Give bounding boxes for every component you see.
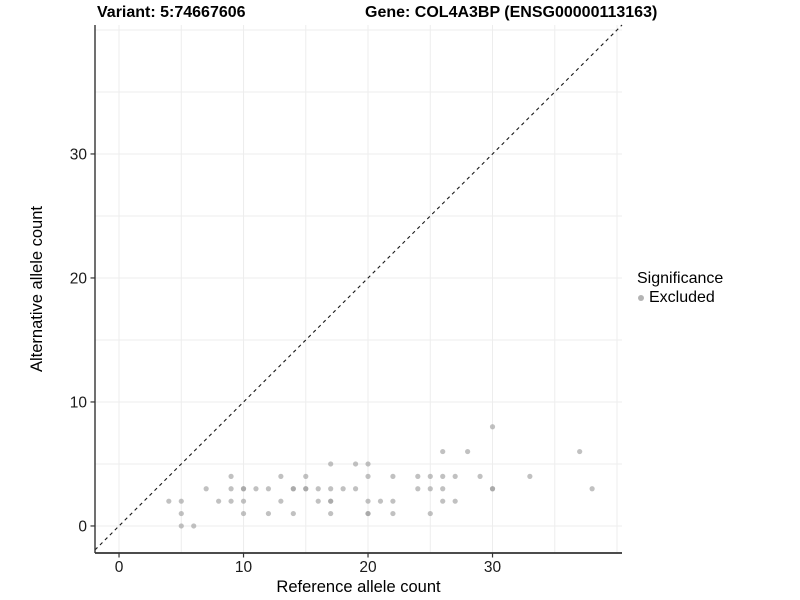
legend-item-label: Excluded	[649, 289, 715, 306]
data-point	[290, 510, 296, 517]
data-point	[265, 486, 272, 492]
data-point	[440, 486, 446, 492]
data-point	[328, 510, 334, 517]
data-point	[328, 461, 334, 467]
data-point	[216, 498, 222, 504]
data-point	[178, 510, 184, 517]
plot-title-gene: Gene: COL4A3BP (ENSG00000113163)	[365, 4, 658, 21]
data-point	[228, 473, 234, 479]
data-point	[240, 510, 247, 517]
data-point	[166, 498, 172, 504]
data-point	[452, 498, 458, 504]
data-point	[489, 486, 496, 492]
x-tick-label: 20	[359, 559, 377, 576]
data-point	[589, 486, 595, 492]
x-tick-label: 30	[484, 559, 502, 576]
data-point	[328, 498, 334, 504]
axes	[94, 25, 622, 554]
legend-title: Significance	[637, 270, 724, 287]
data-point	[240, 498, 247, 504]
ticks: 0 10 20 30 0 10 20 30	[70, 146, 502, 576]
data-point	[527, 473, 533, 479]
data-point	[228, 498, 234, 504]
data-point	[315, 486, 321, 492]
data-point	[489, 424, 496, 430]
data-point	[290, 486, 296, 492]
y-axis-title-wrap: Alternative allele count	[28, 139, 48, 439]
data-point	[452, 473, 458, 479]
data-point	[477, 473, 483, 479]
data-point	[427, 486, 433, 492]
points	[166, 424, 595, 529]
data-point	[278, 473, 284, 479]
y-tick-label: 0	[78, 518, 87, 535]
data-point	[278, 498, 284, 504]
data-point	[390, 473, 396, 479]
x-tick-label: 0	[115, 559, 124, 576]
legend-point-swatch	[638, 294, 644, 301]
data-point	[427, 473, 433, 479]
data-point	[427, 510, 433, 517]
data-point	[390, 498, 396, 504]
identity-dashed-line	[94, 24, 623, 551]
data-point	[440, 498, 446, 504]
y-axis-title: Alternative allele count	[28, 206, 46, 373]
data-point	[315, 498, 321, 504]
legend-item-excluded: Excluded	[637, 288, 723, 307]
data-point	[178, 498, 184, 504]
data-point	[465, 448, 471, 455]
x-axis-title: Reference allele count	[276, 578, 441, 596]
data-point	[228, 486, 234, 492]
data-point	[365, 510, 371, 517]
data-point	[577, 448, 583, 455]
data-point	[203, 486, 209, 492]
data-point	[415, 486, 421, 492]
identity-line	[94, 24, 623, 551]
data-point	[240, 486, 247, 492]
data-point	[365, 498, 371, 504]
x-tick-label: 10	[235, 559, 253, 576]
data-point	[365, 473, 371, 479]
data-point	[303, 473, 309, 479]
data-point	[390, 510, 396, 517]
y-tick-label: 20	[70, 270, 88, 287]
data-point	[178, 523, 184, 529]
data-point	[253, 486, 259, 492]
data-point	[377, 498, 384, 504]
data-point	[352, 486, 359, 492]
data-point	[440, 448, 446, 455]
y-tick-label: 10	[70, 394, 88, 411]
plot-title-variant: Variant: 5:74667606	[97, 4, 246, 21]
data-point	[365, 461, 371, 467]
data-point	[303, 486, 309, 492]
gridlines	[95, 25, 622, 553]
data-point	[328, 486, 334, 492]
data-point	[265, 510, 272, 517]
data-point	[440, 473, 446, 479]
data-point	[191, 523, 197, 529]
data-point	[340, 486, 346, 492]
y-tick-label: 30	[70, 146, 88, 163]
data-point	[352, 461, 359, 467]
legend: Significance Excluded	[637, 269, 723, 307]
data-point	[415, 473, 421, 479]
